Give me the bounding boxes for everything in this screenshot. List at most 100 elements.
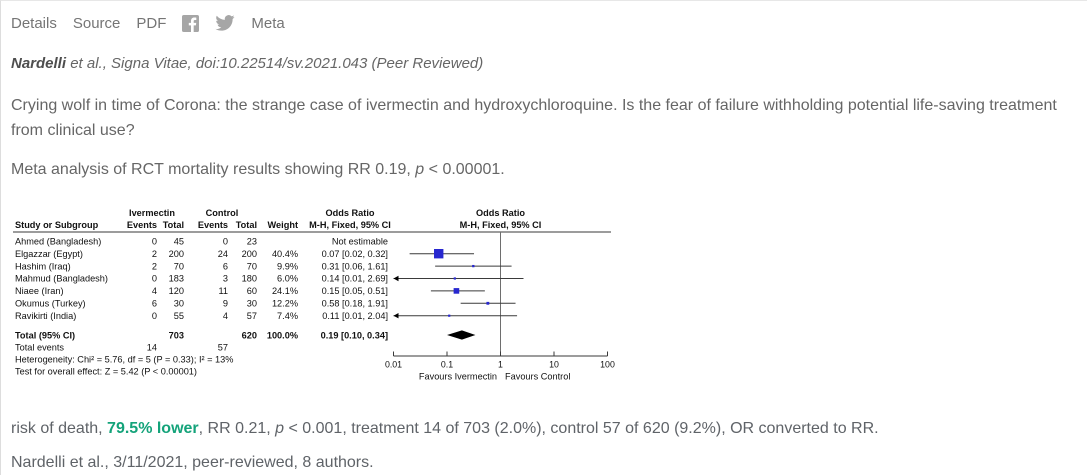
twitter-icon[interactable] [215, 15, 235, 31]
svg-text:0.07 [0.02, 0.32]: 0.07 [0.02, 0.32] [322, 249, 388, 259]
svg-text:Mahmud (Bangladesh): Mahmud (Bangladesh) [15, 274, 108, 284]
source-link[interactable]: Source [72, 14, 121, 32]
svg-text:57: 57 [247, 311, 257, 321]
svg-text:0: 0 [152, 274, 157, 284]
svg-text:0.01: 0.01 [385, 360, 402, 370]
paper-title: Crying wolf in time of Corona: the stran… [11, 97, 1057, 139]
svg-text:Ivermectin: Ivermectin [129, 208, 175, 218]
svg-text:23: 23 [247, 237, 257, 247]
svg-text:60: 60 [247, 286, 257, 296]
svg-text:3: 3 [223, 274, 228, 284]
footer-citation: Nardelli et al., 3/11/2021, peer-reviewe… [11, 454, 374, 471]
result-prefix: risk of death, [11, 420, 108, 437]
result-mid: , RR 0.21, [198, 420, 276, 437]
or-square [448, 314, 451, 317]
svg-text:40.4%: 40.4% [272, 249, 298, 259]
svg-text:Total: Total [236, 220, 257, 230]
svg-text:0: 0 [223, 237, 228, 247]
svg-text:M-H, Fixed, 95% CI: M-H, Fixed, 95% CI [309, 220, 391, 230]
svg-text:0.15 [0.05, 0.51]: 0.15 [0.05, 0.51] [322, 286, 388, 296]
svg-text:180: 180 [242, 274, 257, 284]
svg-text:Not estimable: Not estimable [332, 237, 388, 247]
svg-text:M-H, Fixed, 95% CI: M-H, Fixed, 95% CI [460, 220, 542, 230]
svg-text:24: 24 [218, 249, 228, 259]
effect-highlight: 79.5% lower [107, 420, 199, 437]
svg-text:0.11 [0.01, 2.04]: 0.11 [0.01, 2.04] [322, 311, 388, 321]
svg-text:Favours Ivermectin: Favours Ivermectin [419, 372, 497, 382]
svg-text:11: 11 [218, 286, 228, 296]
svg-text:Ahmed (Bangladesh): Ahmed (Bangladesh) [15, 237, 101, 247]
svg-text:703: 703 [169, 331, 184, 341]
result-suffix: < 0.001, treatment 14 of 703 (2.0%), con… [284, 420, 879, 437]
svg-text:Okumus (Turkey): Okumus (Turkey) [15, 299, 86, 309]
svg-text:12.2%: 12.2% [272, 299, 298, 309]
details-link[interactable]: Details [11, 14, 57, 32]
svg-text:4: 4 [223, 311, 228, 321]
meta-analysis-line: Meta analysis of RCT mortality results s… [11, 161, 1079, 181]
svg-text:Weight: Weight [268, 220, 298, 230]
facebook-icon[interactable] [182, 14, 200, 32]
svg-text:6: 6 [152, 299, 157, 309]
svg-text:0.31 [0.06, 1.61]: 0.31 [0.06, 1.61] [322, 261, 388, 271]
svg-text:200: 200 [169, 249, 184, 259]
svg-text:6.0%: 6.0% [277, 274, 298, 284]
or-square [472, 264, 475, 268]
svg-text:24.1%: 24.1% [272, 286, 298, 296]
svg-text:Heterogeneity: Chi² = 5.76, df: Heterogeneity: Chi² = 5.76, df = 5 (P = … [15, 355, 233, 365]
or-square [434, 249, 444, 259]
paper-citation: Nardelli et al., Signa Vitae, doi:10.225… [11, 55, 1079, 75]
svg-text:Hashim (Iraq): Hashim (Iraq) [15, 261, 71, 271]
svg-text:70: 70 [174, 261, 184, 271]
svg-text:Odds Ratio: Odds Ratio [476, 208, 525, 218]
svg-text:57: 57 [218, 343, 228, 353]
forest-plot: Ivermectin Control Odds Ratio Odds Ratio Stu… [11, 195, 1079, 398]
svg-text:Control: Control [206, 208, 239, 218]
result-line: risk of death, 79.5% lower, RR 0.21, p <… [11, 420, 1079, 440]
forest-plot-svg: Ivermectin Control Odds Ratio Odds Ratio Stu… [13, 208, 615, 382]
meta-line-value: < 0.00001. [424, 161, 505, 178]
svg-text:6: 6 [223, 261, 228, 271]
p-symbol: p [415, 161, 425, 178]
svg-text:Niaee (Iran): Niaee (Iran) [15, 286, 64, 296]
pdf-link[interactable]: PDF [136, 14, 167, 32]
svg-text:Events: Events [198, 220, 228, 230]
svg-text:Study or Subgroup: Study or Subgroup [15, 220, 99, 230]
svg-text:4: 4 [152, 286, 157, 296]
or-square [453, 277, 456, 280]
svg-text:0.58 [0.18, 1.91]: 0.58 [0.18, 1.91] [322, 299, 388, 309]
svg-text:2: 2 [152, 249, 157, 259]
or-square [486, 301, 490, 305]
svg-text:620: 620 [242, 331, 257, 341]
author-name: Nardelli [11, 55, 67, 72]
svg-text:0.14 [0.01, 2.69]: 0.14 [0.01, 2.69] [322, 274, 388, 284]
toolbar: Details Source PDF Meta [11, 13, 1079, 33]
svg-text:Odds Ratio: Odds Ratio [325, 208, 374, 218]
svg-text:2: 2 [152, 261, 157, 271]
svg-text:Events: Events [127, 220, 157, 230]
svg-text:Ravikirti (India): Ravikirti (India) [15, 311, 76, 321]
svg-text:0: 0 [152, 237, 157, 247]
svg-text:Total events: Total events [15, 343, 64, 353]
svg-text:9.9%: 9.9% [277, 261, 298, 271]
svg-text:0: 0 [152, 311, 157, 321]
svg-text:10: 10 [549, 360, 559, 370]
citation-rest: et al., Signa Vitae, doi:10.22514/sv.202… [66, 55, 484, 72]
svg-text:0.19 [0.10, 0.34]: 0.19 [0.10, 0.34] [321, 331, 388, 341]
svg-text:30: 30 [174, 299, 184, 309]
svg-text:200: 200 [242, 249, 257, 259]
svg-text:9: 9 [223, 299, 228, 309]
svg-text:14: 14 [147, 343, 157, 353]
svg-text:1: 1 [498, 360, 503, 370]
svg-text:120: 120 [169, 286, 184, 296]
p-symbol: p [275, 420, 285, 437]
svg-text:Elgazzar (Egypt): Elgazzar (Egypt) [15, 249, 83, 259]
svg-text:100: 100 [600, 360, 615, 370]
svg-text:Favours Control: Favours Control [505, 372, 570, 382]
meta-line-text: Meta analysis of RCT mortality results s… [11, 161, 416, 178]
meta-link[interactable]: Meta [251, 14, 285, 32]
svg-text:Test for overall effect: Z = 5: Test for overall effect: Z = 5.42 (P < 0… [15, 367, 197, 377]
svg-text:70: 70 [247, 261, 257, 271]
total-diamond [447, 330, 476, 340]
svg-text:183: 183 [169, 274, 184, 284]
svg-text:30: 30 [247, 299, 257, 309]
